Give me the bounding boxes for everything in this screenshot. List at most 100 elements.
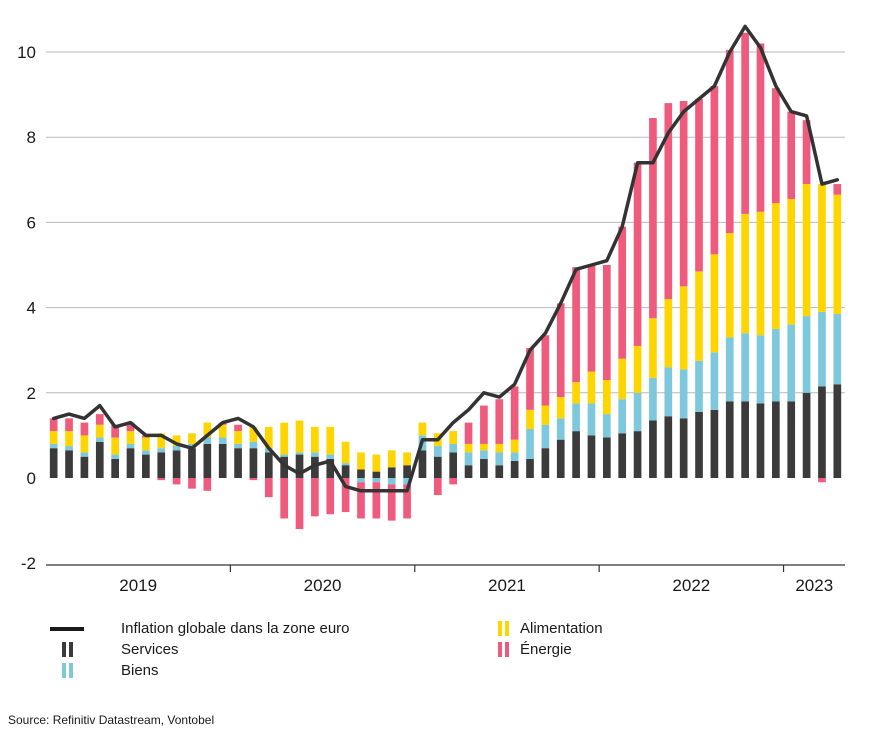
bar-segment-biens [695,360,703,412]
inflation-line-layer [51,24,840,493]
bar-segment-énergie [710,86,719,255]
bar-segment-énergie [264,478,273,498]
bar-segment-énergie [111,424,119,438]
bar-segment-énergie [372,482,381,519]
bar-segment-services [664,416,673,478]
bar-segment-services [203,443,212,478]
bar-segment-biens [510,452,519,461]
bar-segment-alimentation [741,213,749,334]
bar-segment-énergie [234,424,242,432]
x-tick-label: 2023 [795,576,833,595]
bar-segment-biens [756,335,765,404]
bar-segment-alimentation [372,454,381,472]
bar-segment-alimentation [802,184,811,317]
bar-segment-services [710,409,719,478]
legend-biens-swatch [50,663,84,678]
bar-segment-alimentation [311,426,319,453]
source-note: Source: Refinitiv Datastream, Vontobel [8,713,215,727]
bar-segment-services [295,454,304,478]
bar-segment-alimentation [80,435,89,453]
bar-segment-biens [111,454,119,459]
bar-segment-alimentation [480,443,488,451]
bar-segment-énergie [65,418,73,432]
bar-segment-énergie [403,484,411,519]
bar-segment-alimentation [418,422,427,436]
bar-segment-services [526,458,534,478]
bar-segment-services [787,401,796,478]
bar-segment-énergie [249,478,258,481]
bar-segment-services [249,448,258,478]
bar-segment-alimentation [95,424,104,438]
bar-segment-alimentation [203,422,212,438]
bar-segment-énergie [833,184,842,195]
bar-segment-biens [480,450,488,459]
bar-segment-services [480,458,488,478]
bar-segment-biens [725,337,734,402]
bar-segment-alimentation [679,286,688,370]
bar-segment-biens [234,443,242,449]
bar-segment-énergie [802,120,811,185]
bar-segment-alimentation [357,452,365,470]
bar-segment-biens [679,369,688,419]
bar-segment-énergie [357,482,365,519]
bar-segment-biens [326,454,335,459]
bar-segment-alimentation [495,443,504,453]
bar-segment-énergie [495,399,504,444]
bar-segment-énergie [818,478,826,483]
bar-segment-services [510,460,519,478]
bar-segment-alimentation [464,443,473,453]
y-tick-label: 0 [27,469,36,488]
y-tick-label: 4 [27,299,36,318]
legend-item-biens: Biens [50,662,159,679]
bar-segment-services [818,386,826,478]
bar-segment-alimentation [664,299,673,368]
bar-segment-énergie [80,422,89,436]
bar-segment-services [772,401,780,478]
bar-segment-services [357,469,365,478]
bar-segment-énergie [126,422,135,432]
bar-segment-alimentation [264,426,273,449]
bar-segment-alimentation [234,431,242,444]
bar-segment-biens [556,418,565,440]
bar-segment-biens [618,399,627,434]
legend-item-services: Services [50,641,179,658]
bar-segment-services [572,431,580,478]
bar-segment-biens [357,478,365,483]
bar-segment-énergie [326,478,335,515]
bar-segment-services [280,456,289,478]
bar-segment-biens [249,441,258,449]
bar-segment-services [587,435,596,478]
bar-segment-énergie [387,484,396,521]
bar-segment-services [341,465,350,478]
bar-segment-services [157,452,166,478]
chart: -2 0 2 4 6 8 10 2019 2020 2021 2022 2023 [17,24,845,595]
y-tick-label: 8 [27,128,36,147]
bar-segment-énergie [526,348,534,410]
bar-segment-biens [802,316,811,393]
x-tick-label: 2022 [672,576,710,595]
bar-segment-énergie [787,111,796,199]
bar-segment-biens [387,478,396,485]
bar-segment-biens [787,324,796,402]
bar-segment-biens [495,452,504,466]
bar-segment-biens [341,463,350,466]
bar-segment-services [326,458,335,478]
bar-segment-énergie [433,478,442,496]
bar-segment-services [218,443,227,478]
bar-segment-alimentation [602,380,611,415]
bar-segment-services [695,411,703,478]
bar-segment-alimentation [772,203,780,329]
bar-segment-services [602,437,611,478]
legend-item-inflation: Inflation globale dans la zone euro [50,620,350,637]
bar-segment-alimentation [787,198,796,325]
bar-segment-énergie [741,32,749,214]
bar-segment-services [433,456,442,478]
bar-segment-biens [95,437,104,442]
bar-segment-alimentation [65,431,73,447]
bar-segment-alimentation [556,397,565,419]
bar-segment-services [188,448,196,478]
bar-segment-énergie [295,478,304,530]
bar-segment-alimentation [725,233,734,338]
bar-segment-énergie [756,43,765,212]
bar-segment-services [802,392,811,478]
